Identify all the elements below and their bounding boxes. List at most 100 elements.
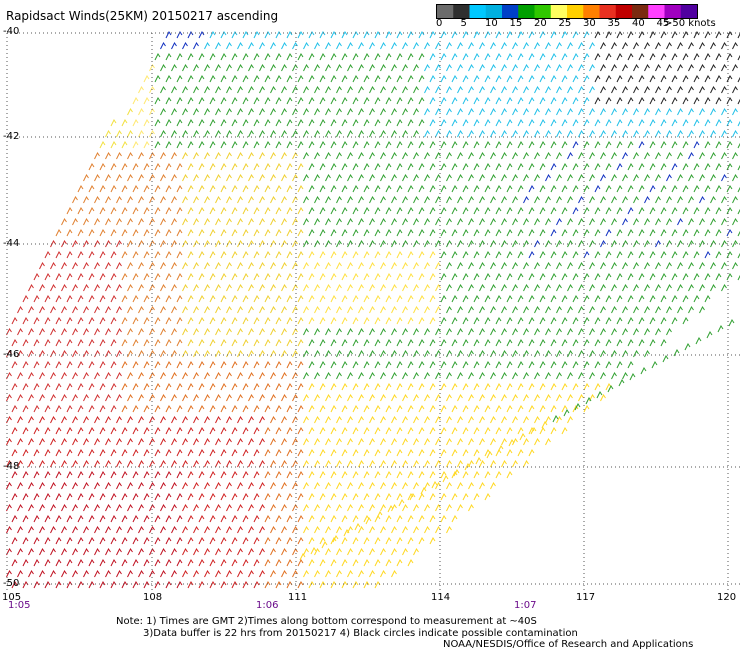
wind-barb <box>407 31 414 39</box>
wind-barb <box>402 218 408 226</box>
wind-barb <box>198 75 205 83</box>
wind-barb <box>440 229 447 237</box>
wind-barb <box>490 328 496 336</box>
wind-barb <box>176 449 183 457</box>
wind-barb <box>495 361 502 369</box>
wind-barb <box>341 31 348 39</box>
wind-barb <box>226 460 232 468</box>
wind-barb <box>297 537 304 545</box>
wind-barb <box>600 262 606 270</box>
wind-barb <box>363 295 370 303</box>
wind-barb <box>121 537 128 545</box>
wind-barb <box>594 207 601 215</box>
wind-barb <box>237 42 243 50</box>
wind-barb <box>292 152 298 160</box>
wind-barb <box>33 427 40 435</box>
wind-barb <box>39 350 45 358</box>
wind-barb <box>671 295 678 303</box>
wind-barb <box>72 328 78 336</box>
wind-barb <box>237 526 243 534</box>
wind-barb <box>94 262 100 270</box>
wind-barb <box>11 493 18 501</box>
wind-barb <box>506 361 513 369</box>
wind-barb <box>237 570 243 578</box>
wind-barb <box>627 163 634 171</box>
wind-barb <box>308 559 315 567</box>
wind-barb <box>495 185 502 193</box>
wind-barb <box>561 405 568 413</box>
wind-barb <box>385 493 392 501</box>
wind-barb <box>578 240 584 248</box>
wind-barb <box>605 97 612 105</box>
wind-barb <box>319 405 326 413</box>
wind-barb <box>468 218 474 226</box>
wind-barb <box>402 196 408 204</box>
wind-barb <box>220 295 227 303</box>
wind-barb <box>352 229 359 237</box>
wind-barb <box>187 97 194 105</box>
wind-barb <box>363 559 370 567</box>
wind-barb <box>336 42 342 50</box>
wind-barb <box>440 361 447 369</box>
wind-barb <box>66 471 73 479</box>
wind-barb <box>358 350 364 358</box>
wind-barb <box>297 229 304 237</box>
wind-barb <box>462 361 469 369</box>
wind-barb <box>473 75 480 83</box>
wind-barb <box>209 515 216 523</box>
wind-barb <box>446 416 452 424</box>
wind-barb <box>215 130 221 138</box>
wind-barb <box>596 391 603 399</box>
colorbar-tick-label: 5 <box>460 18 467 29</box>
wind-barb <box>512 416 518 424</box>
wind-barb <box>418 273 425 281</box>
wind-barb <box>358 570 364 578</box>
wind-barb <box>253 339 260 347</box>
wind-barb <box>396 339 403 347</box>
wind-barb <box>154 229 161 237</box>
wind-barb <box>462 229 469 237</box>
wind-barb <box>354 523 361 531</box>
wind-barb <box>303 548 309 556</box>
wind-barb <box>517 97 524 105</box>
wind-barb <box>281 108 287 116</box>
wind-barb <box>358 328 364 336</box>
wind-barb <box>556 372 562 380</box>
wind-barb <box>182 108 188 116</box>
wind-barb <box>473 97 480 105</box>
wind-barb <box>567 64 573 72</box>
wind-barb <box>534 196 540 204</box>
wind-barb <box>61 284 67 292</box>
wind-barb <box>319 207 326 215</box>
wind-barb <box>116 240 122 248</box>
wind-barb <box>682 141 689 149</box>
wind-barb <box>424 152 430 160</box>
wind-barb <box>275 537 282 545</box>
wind-barb <box>6 482 12 490</box>
wind-barb <box>143 339 150 347</box>
wind-barb <box>710 130 716 138</box>
wind-barb <box>385 427 392 435</box>
wind-barb <box>160 504 166 512</box>
wind-barb <box>94 548 100 556</box>
wind-barb <box>457 504 463 512</box>
wind-barb <box>567 130 573 138</box>
wind-barb <box>413 504 419 512</box>
wind-barb <box>737 186 740 193</box>
wind-barb <box>402 482 408 490</box>
wind-barb <box>363 163 370 171</box>
wind-barb <box>649 295 656 303</box>
wind-barb <box>286 163 293 171</box>
wind-barb <box>358 240 364 248</box>
wind-barb <box>369 372 375 380</box>
wind-barb <box>6 394 12 402</box>
wind-barb <box>132 251 139 259</box>
wind-barb <box>341 449 348 457</box>
wind-barb <box>440 317 447 325</box>
time-label-1: 1:05 <box>8 600 31 611</box>
wind-barb <box>484 427 491 435</box>
wind-barb <box>77 185 84 193</box>
wind-barb <box>259 130 265 138</box>
wind-barb <box>286 317 293 325</box>
wind-barb <box>160 152 166 160</box>
